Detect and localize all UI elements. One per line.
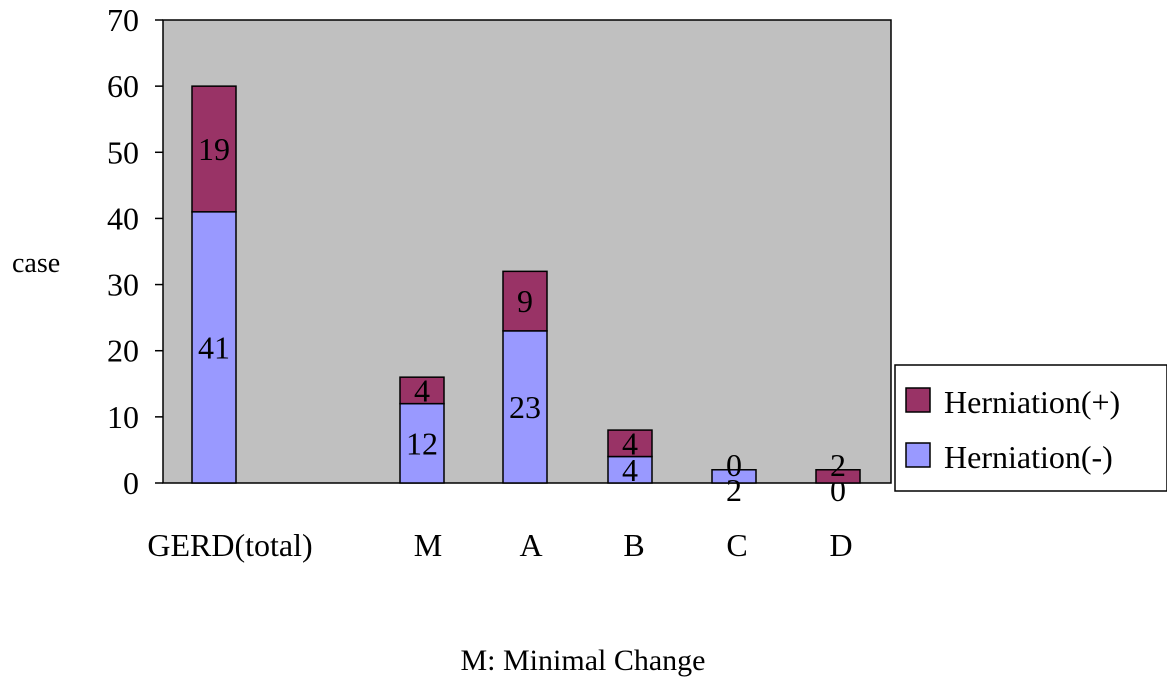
y-tick-label: 60 — [107, 68, 139, 104]
data-label: 4 — [622, 452, 638, 488]
bar-segment-herniation-minus — [711, 469, 757, 484]
legend-swatch-herniation-plus — [905, 387, 931, 413]
y-tick-label: 70 — [107, 2, 139, 38]
bar-segment-herniation-minus — [502, 330, 548, 484]
data-label: 12 — [406, 425, 438, 461]
x-tick-label: C — [726, 527, 747, 563]
legend-label-herniation-plus: Herniation(+) — [944, 384, 1120, 420]
legend-box — [894, 364, 1167, 492]
x-axis: GERD(total) M A B C D — [147, 527, 852, 563]
y-tick-label: 50 — [107, 134, 139, 170]
x-tick-label: D — [829, 527, 852, 563]
bar-segment-herniation-plus — [399, 376, 445, 405]
footnote: M: Minimal Change — [461, 644, 706, 677]
y-tick-label: 40 — [107, 200, 139, 236]
y-axis-label: case — [12, 248, 60, 279]
y-tick-label: 30 — [107, 267, 139, 303]
y-tick-label: 0 — [123, 465, 139, 501]
bar-segment-herniation-plus — [607, 429, 653, 458]
bar-segment-herniation-minus — [191, 211, 237, 484]
y-axis: 0 10 20 30 40 50 60 70 — [107, 2, 163, 501]
data-label: 2 — [830, 447, 846, 483]
x-tick-label: GERD(total) — [147, 527, 312, 563]
bar-segment-herniation-plus — [815, 469, 861, 484]
x-tick-label: M — [414, 527, 442, 563]
legend-swatch-herniation-minus — [905, 442, 931, 468]
data-label: 41 — [198, 329, 230, 365]
data-label: 2 — [726, 472, 742, 508]
bar-segment-herniation-minus — [399, 402, 445, 484]
legend-label-herniation-minus: Herniation(-) — [944, 439, 1113, 475]
bar-segment-herniation-plus — [191, 85, 237, 213]
data-label: 9 — [517, 283, 533, 319]
legend: Herniation(+) Herniation(-) — [894, 364, 1167, 492]
x-tick-label: B — [623, 527, 644, 563]
data-label: 23 — [509, 389, 541, 425]
data-label: 4 — [622, 425, 638, 461]
y-tick-label: 10 — [107, 399, 139, 435]
bar-segment-herniation-plus — [502, 270, 548, 332]
x-tick-label: A — [519, 527, 542, 563]
data-label: 19 — [198, 131, 230, 167]
data-label: 0 — [726, 447, 742, 483]
y-tick-label: 20 — [107, 333, 139, 369]
data-label: 4 — [414, 372, 430, 408]
